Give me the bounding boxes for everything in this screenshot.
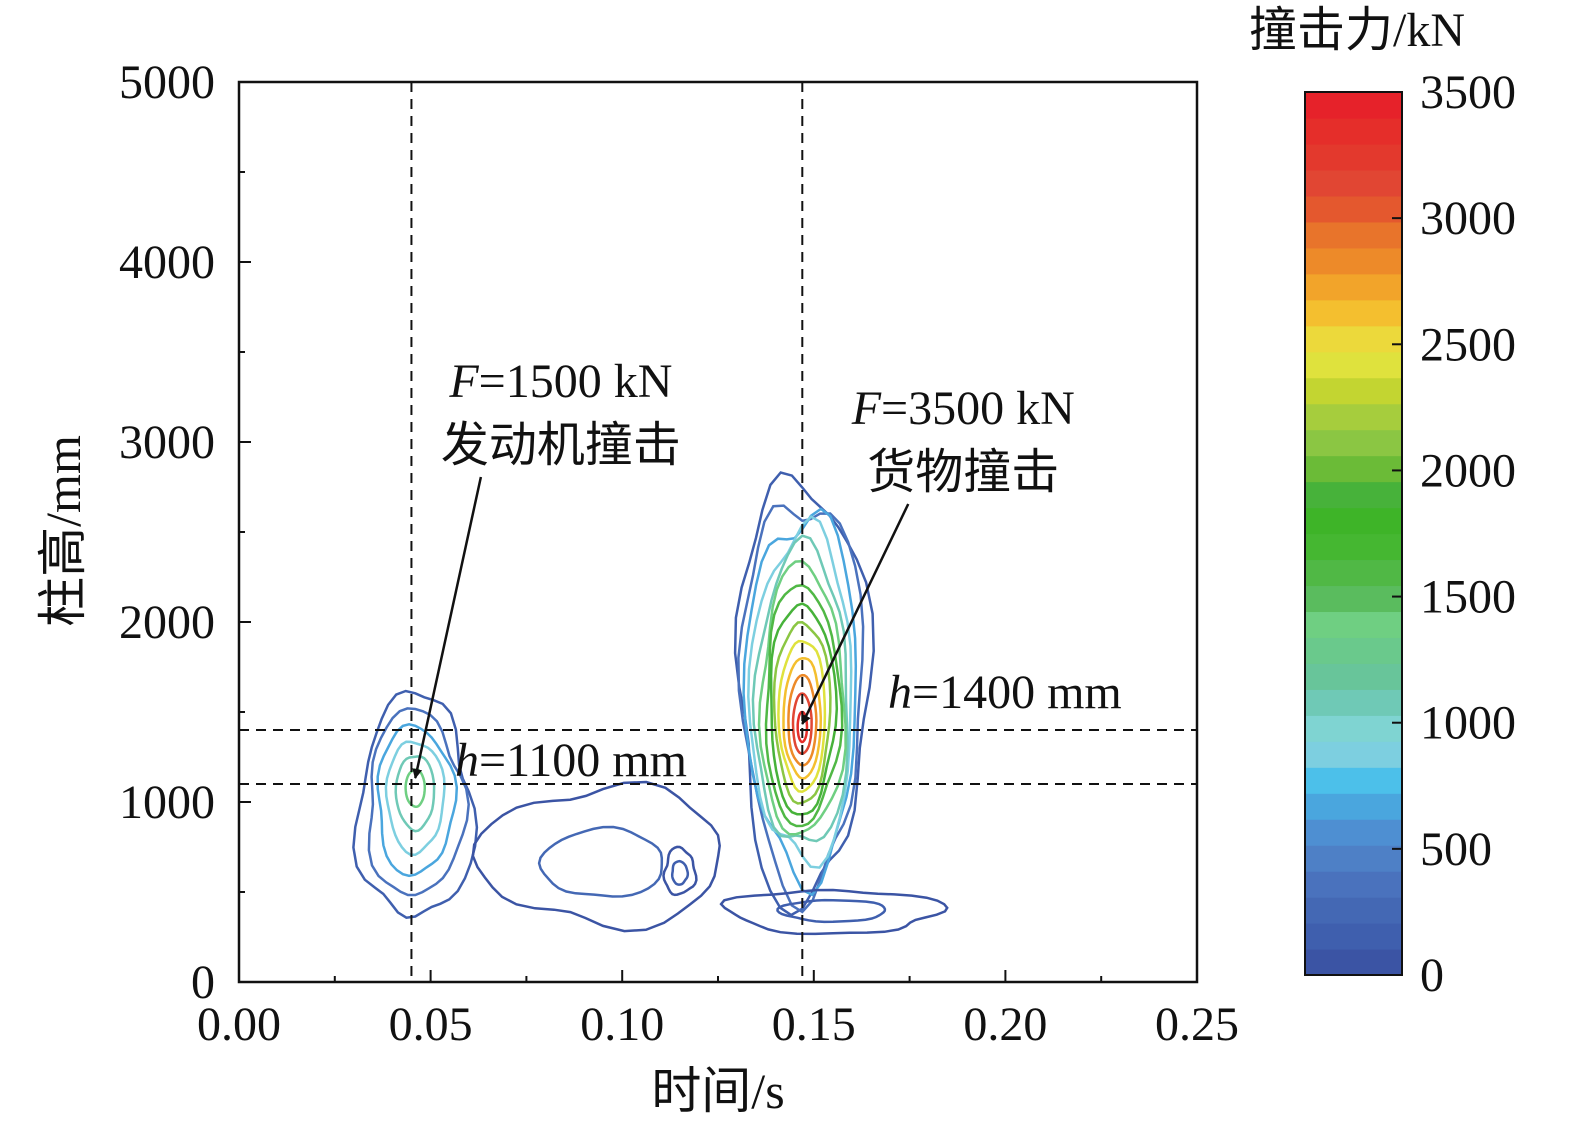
contour-line xyxy=(394,755,436,833)
annotation-arrow xyxy=(412,476,483,779)
y-tick-label: 5000 xyxy=(119,56,215,109)
colorbar-segment xyxy=(1305,819,1402,846)
colorbar-segment xyxy=(1305,793,1402,820)
contour-line xyxy=(742,507,858,897)
colorbar-segment xyxy=(1305,663,1402,690)
colorbar-tick-label: 2000 xyxy=(1420,444,1516,497)
colorbar-segment xyxy=(1305,923,1402,950)
colorbar-segment xyxy=(1305,611,1402,638)
contour-line xyxy=(769,602,839,816)
colorbar-tick-label: 0 xyxy=(1420,949,1444,1002)
colorbar-segment xyxy=(1305,767,1402,794)
contour-line xyxy=(662,845,698,897)
annotation-force: F=1500 kN xyxy=(448,355,672,408)
x-tick-label: 0.10 xyxy=(580,998,664,1051)
annotations: h=1400 mm h=1100 mm F=1500 kN 发动机撞击 F=3500 k… xyxy=(412,355,1122,787)
colorbar-segment xyxy=(1305,169,1402,197)
colorbar-segment xyxy=(1305,351,1402,379)
colorbar-segment xyxy=(1305,871,1402,898)
colorbar-segment xyxy=(1305,481,1402,509)
contour-line xyxy=(384,740,446,857)
colorbar-tick-label: 1000 xyxy=(1420,697,1516,750)
colorbar-segment xyxy=(1305,559,1402,587)
colorbar-segment xyxy=(1305,247,1402,275)
colorbar-segment xyxy=(1305,637,1402,664)
x-axis-label: 时间/s xyxy=(651,1063,784,1119)
colorbar-frame xyxy=(1304,91,1403,976)
colorbar-segment xyxy=(1305,92,1402,119)
contour-line xyxy=(352,689,479,919)
colorbar-tick-label: 500 xyxy=(1420,823,1492,876)
colorbar-segment xyxy=(1305,377,1402,405)
colorbar-segment xyxy=(1305,897,1402,924)
y-tick-label: 0 xyxy=(191,956,215,1009)
reference-line-label: h=1100 mm xyxy=(455,734,687,787)
reference-line-label: h=1400 mm xyxy=(888,666,1122,719)
contour-line xyxy=(772,621,832,805)
colorbar-segment xyxy=(1305,117,1402,145)
colorbar-segment xyxy=(1305,221,1402,249)
contour-line xyxy=(537,825,664,898)
colorbar-segment xyxy=(1305,585,1402,613)
colorbar-segment xyxy=(1305,403,1402,431)
y-axis: 0 1000 2000 3000 4000 5000 xyxy=(119,56,251,1009)
colorbar-segment xyxy=(1305,455,1402,483)
annotation-caption: 发动机撞击 xyxy=(441,419,681,472)
contour-lines xyxy=(352,471,949,936)
annotation-arrow xyxy=(801,503,910,725)
contour-line xyxy=(777,639,827,793)
colorbar-segment xyxy=(1305,715,1402,742)
x-tick-label: 0.20 xyxy=(963,998,1047,1051)
x-tick-label: 0.15 xyxy=(772,998,856,1051)
colorbar-tick-label: 1500 xyxy=(1420,571,1516,624)
colorbar-tick-label: 3500 xyxy=(1420,66,1516,119)
contour-line xyxy=(782,657,823,781)
colorbar-segment xyxy=(1305,273,1402,301)
colorbar-title: 撞击力/kN xyxy=(1249,4,1465,57)
x-tick-label: 0.00 xyxy=(197,998,281,1051)
colorbar: 撞击力/kN 0 500 1000 1500 2000 2500 3000 3500 xyxy=(1249,4,1516,1002)
annotation-force: F=3500 kN xyxy=(851,382,1075,435)
contour-line xyxy=(670,859,690,886)
contour-line xyxy=(471,780,721,933)
colorbar-segment xyxy=(1305,143,1402,171)
x-tick-label: 0.05 xyxy=(389,998,473,1051)
contour-line xyxy=(376,723,459,878)
contour-line xyxy=(787,673,818,767)
colorbar-segment xyxy=(1305,507,1402,535)
colorbar-segment xyxy=(1305,195,1402,223)
contour-line xyxy=(764,583,844,828)
colorbar-tick-label: 2500 xyxy=(1420,318,1516,371)
y-tick-label: 4000 xyxy=(119,236,215,289)
colorbar-segment xyxy=(1305,299,1402,327)
colorbar-segment xyxy=(1305,845,1402,872)
colorbar-segment xyxy=(1305,949,1402,976)
contour-line xyxy=(757,559,847,836)
annotation-caption: 货物撞击 xyxy=(867,446,1059,499)
colorbar-segment xyxy=(1305,741,1402,768)
y-tick-label: 3000 xyxy=(119,416,215,469)
y-tick-label: 1000 xyxy=(119,776,215,829)
x-axis: 0.00 0.05 0.10 0.15 0.20 0.25 xyxy=(197,970,1239,1051)
reference-lines xyxy=(239,82,1197,982)
colorbar-segment xyxy=(1305,533,1402,561)
contour-line xyxy=(367,707,470,897)
contour-line xyxy=(751,534,849,843)
colorbar-segment xyxy=(1305,429,1402,457)
contour-line xyxy=(776,898,887,924)
x-tick-label: 0.25 xyxy=(1155,998,1239,1051)
y-tick-label: 2000 xyxy=(119,596,215,649)
contour-line xyxy=(791,692,813,755)
y-axis-label: 柱高/mm xyxy=(35,435,91,627)
colorbar-tick-label: 3000 xyxy=(1420,192,1516,245)
colorbar-segment xyxy=(1305,325,1402,353)
contour-line xyxy=(747,515,853,869)
colorbar-segment xyxy=(1305,689,1402,716)
contour-line xyxy=(719,888,949,936)
